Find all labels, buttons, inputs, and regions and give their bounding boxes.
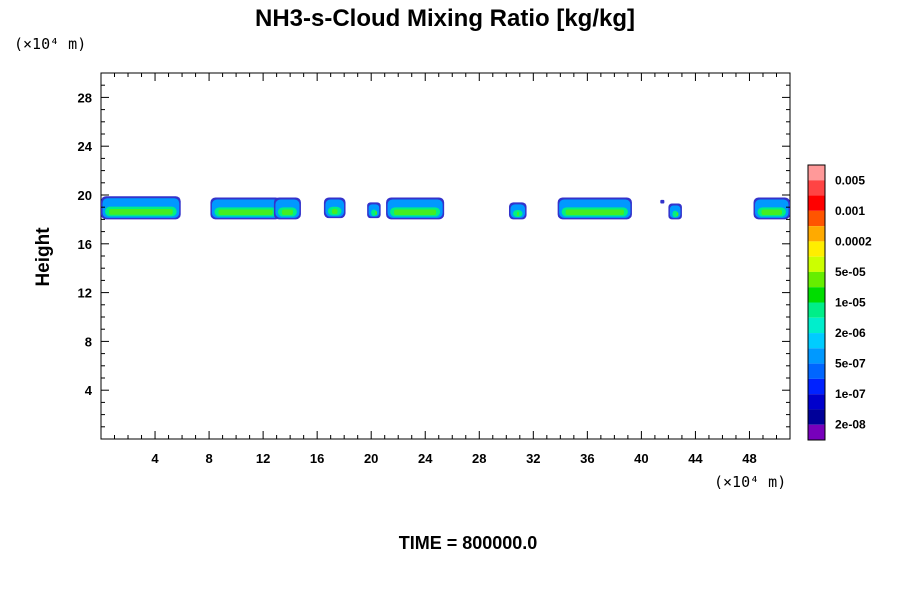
y-axis: 4 8 12 16 20 24 28 [78, 84, 790, 428]
x-tick-label: 8 [205, 451, 212, 466]
colorbar-swatch [808, 302, 825, 318]
time-label: TIME = 800000.0 [399, 533, 538, 553]
colorbar-label: 1e-05 [835, 296, 866, 310]
chart-title: NH3-s-Cloud Mixing Ratio [kg/kg] [255, 5, 635, 32]
cloud-core-band [218, 209, 273, 216]
cloud-patch [101, 196, 181, 220]
colorbar-label: 5e-05 [835, 265, 866, 279]
y-tick-label: 24 [78, 139, 93, 154]
colorbar-label: 0.001 [835, 204, 865, 218]
x-tick-label: 36 [580, 451, 594, 466]
colorbar-swatch [808, 210, 825, 227]
x-tick-label: 32 [526, 451, 540, 466]
colorbar-swatch [808, 241, 825, 257]
cloud-patch [323, 197, 346, 219]
colorbar-swatch [808, 409, 825, 425]
colorbar-swatch [808, 424, 825, 440]
cloud-patch [753, 197, 790, 220]
colorbar-frame [807, 164, 826, 441]
x-tick-label: 48 [742, 451, 756, 466]
colorbar-label: 2e-08 [835, 418, 866, 432]
cloud-patch [273, 197, 301, 220]
cloud-core-band [516, 211, 519, 216]
colorbar-swatch [808, 165, 825, 181]
x-tick-label: 28 [472, 451, 486, 466]
x-tick-label: 4 [151, 451, 159, 466]
colorbar-swatch [808, 226, 825, 242]
cloud-patch [557, 197, 632, 220]
colorbar-swatch [808, 271, 825, 288]
colorbar-label: 1e-07 [835, 387, 866, 401]
colorbar-swatch [808, 256, 825, 272]
x-tick-label: 24 [418, 451, 433, 466]
y-tick-label: 20 [78, 188, 92, 203]
cloud-inner-band [672, 210, 678, 218]
y-tick-label: 28 [78, 90, 92, 105]
cloud-core-band [676, 212, 679, 217]
cloud-patch [210, 197, 281, 220]
cloud-patch [660, 199, 665, 204]
cloud-core-band [761, 209, 782, 216]
colorbar-label: 2e-06 [835, 326, 866, 340]
y-tick-label: 8 [85, 334, 92, 349]
y-unit-label: (×10⁴ m) [14, 35, 86, 53]
colorbar-swatch [808, 195, 825, 211]
x-tick-label: 40 [634, 451, 648, 466]
y-tick-label: 12 [78, 286, 92, 301]
colorbar-swatch [808, 363, 825, 379]
x-axis: 4 8 12 16 20 24 28 32 36 40 44 48 [114, 73, 777, 466]
colorbar-swatch [808, 317, 825, 334]
plot-frame [100, 72, 791, 440]
x-tick-label: 44 [688, 451, 703, 466]
cloud-patch [367, 202, 381, 219]
cloud-patch [508, 202, 527, 220]
colorbar-swatch [808, 287, 825, 303]
colorbar: 0.005 0.001 0.0002 5e-05 1e-05 2e-06 5e-07 1e-0… [807, 164, 872, 441]
x-tick-label: 16 [310, 451, 324, 466]
cloud-inner-band [371, 209, 377, 217]
y-axis-label: Height [33, 227, 54, 287]
cloud-core-band [109, 208, 173, 215]
cloud-core-band [394, 209, 437, 216]
colorbar-swatch [808, 180, 825, 196]
y-tick-label: 4 [85, 383, 93, 398]
colorbar-label: 5e-07 [835, 357, 866, 371]
cloud-core-band [565, 209, 624, 216]
x-tick-label: 12 [256, 451, 270, 466]
y-tick-label: 16 [78, 237, 92, 252]
colorbar-label: 0.0002 [835, 234, 872, 248]
colorbar-swatch [808, 378, 825, 395]
cloud-outer-band [660, 199, 665, 204]
x-unit-label: (×10⁴ m) [714, 473, 786, 491]
x-tick-label: 20 [364, 451, 378, 466]
colorbar-label: 0.005 [835, 173, 865, 187]
cloud-layer [101, 196, 790, 220]
colorbar-swatch [808, 394, 825, 410]
cloud-core-band [375, 211, 378, 216]
cloud-patch [668, 203, 682, 220]
colorbar-swatch [808, 333, 825, 349]
cloud-patch [386, 197, 445, 220]
cloud-core-band [281, 209, 293, 216]
colorbar-swatch [808, 348, 825, 364]
cloud-core-band [331, 208, 338, 215]
